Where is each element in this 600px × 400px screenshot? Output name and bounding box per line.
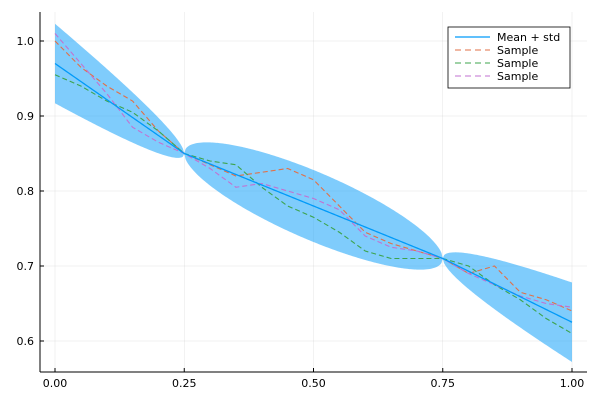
x-tick-label: 0.25: [172, 377, 197, 390]
y-tick-label: 0.7: [17, 260, 35, 273]
sample-line-3: [54, 33, 573, 308]
y-tick-label: 0.8: [17, 185, 35, 198]
legend-label-sample: Sample: [497, 57, 538, 70]
y-tick-label: 1.0: [17, 35, 35, 48]
x-tick-label: 0.00: [43, 377, 68, 390]
sample-line-1: [54, 40, 573, 312]
mean-line: [54, 62, 573, 323]
ticks: 0.00 0.25 0.50 0.75 1.00 0.6 0.7 0.8 0.9 1.0: [17, 35, 585, 390]
std-band: [55, 23, 572, 362]
x-tick-label: 0.50: [301, 377, 326, 390]
sample-line-2: [54, 74, 573, 334]
samples: [54, 33, 573, 334]
x-tick-label: 0.75: [431, 377, 456, 390]
legend-label-sample: Sample: [497, 44, 538, 57]
legend-label-mean: Mean + std: [497, 31, 560, 44]
legend-label-sample: Sample: [497, 70, 538, 83]
y-tick-label: 0.6: [17, 335, 35, 348]
y-tick-label: 0.9: [17, 110, 35, 123]
x-tick-label: 1.00: [560, 377, 585, 390]
